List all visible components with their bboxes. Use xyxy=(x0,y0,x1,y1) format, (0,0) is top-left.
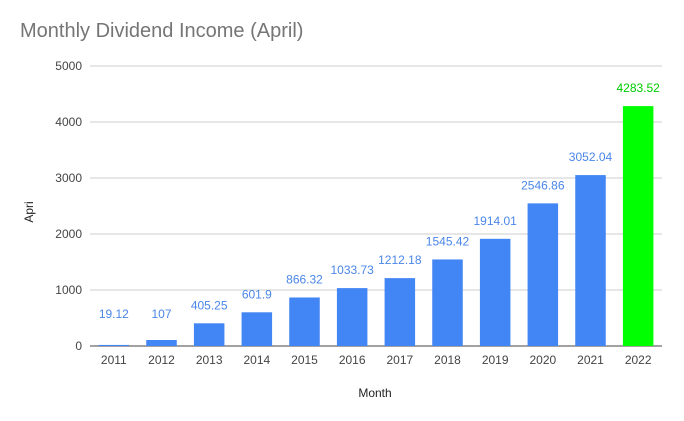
x-tick-label: 2020 xyxy=(529,353,556,367)
x-tick-label: 2016 xyxy=(339,353,366,367)
bar xyxy=(241,312,273,346)
data-label: 1033.73 xyxy=(330,263,374,277)
x-tick-label: 2013 xyxy=(196,353,223,367)
bar xyxy=(432,259,463,346)
y-tick-label: 3000 xyxy=(55,171,82,185)
data-label: 19.12 xyxy=(99,307,129,321)
x-tick-label: 2021 xyxy=(577,353,604,367)
data-label: 3052.04 xyxy=(569,150,613,164)
x-tick-label: 2018 xyxy=(434,353,461,367)
y-tick-label: 2000 xyxy=(55,227,82,241)
bar xyxy=(289,297,320,346)
data-label: 1545.42 xyxy=(426,234,470,248)
bar xyxy=(98,344,130,346)
bar xyxy=(622,106,654,346)
x-tick-label: 2022 xyxy=(625,353,652,367)
y-tick-label: 4000 xyxy=(55,115,82,129)
x-tick-label: 2011 xyxy=(101,353,127,367)
x-tick-label: 2014 xyxy=(243,353,270,367)
data-label: 1914.01 xyxy=(473,214,517,228)
x-tick-label: 2017 xyxy=(386,353,413,367)
chart-title: Monthly Dividend Income (April) xyxy=(20,20,304,42)
bar xyxy=(575,175,606,346)
x-tick-label: 2015 xyxy=(291,353,318,367)
y-tick-label: 0 xyxy=(75,339,82,353)
x-tick-label: 2019 xyxy=(482,353,509,367)
y-tick-label: 1000 xyxy=(55,283,82,297)
bar xyxy=(527,203,559,346)
data-label: 1212.18 xyxy=(378,253,422,267)
data-label: 107 xyxy=(151,307,171,321)
bar xyxy=(336,288,368,346)
bar xyxy=(384,278,416,346)
bar xyxy=(479,238,511,346)
data-label: 866.32 xyxy=(286,272,323,286)
x-tick-label: 2012 xyxy=(148,353,175,367)
data-label: 601.9 xyxy=(242,287,272,301)
y-tick-label: 5000 xyxy=(55,59,82,73)
data-label: 4283.52 xyxy=(616,81,660,95)
bar xyxy=(193,323,225,346)
bar xyxy=(146,340,177,346)
data-label: 405.25 xyxy=(191,298,228,312)
x-axis-label: Month xyxy=(358,386,392,400)
data-label: 2546.86 xyxy=(521,178,565,192)
